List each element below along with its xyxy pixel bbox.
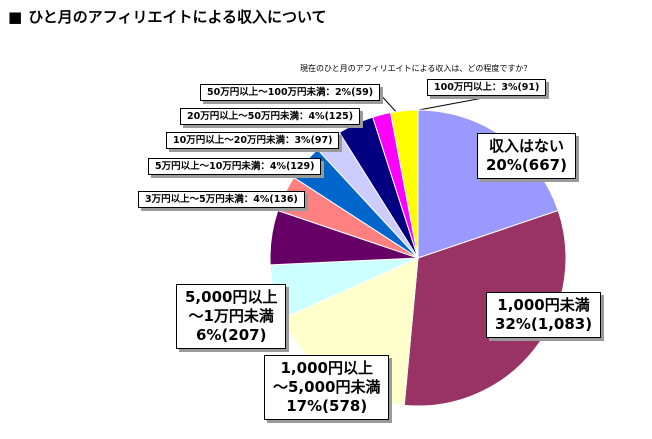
slice-label-10-20man: 10万円以上～20万円未満：3%(97) — [166, 132, 340, 149]
pie-slice-10 — [389, 109, 419, 259]
slice-label-under-1000-name: 1,000円未満 — [497, 296, 590, 314]
slice-label-5000-10000-value: 6%(207) — [195, 326, 267, 344]
leader-line-50-100man — [377, 91, 399, 115]
slice-label-1000-5000-line2: ～5,000円未満 — [273, 378, 381, 396]
slice-label-5000-10000-line1: 5,000円以上 — [185, 288, 278, 306]
page-header: ■ ひと月のアフィリエイトによる収入について — [8, 6, 327, 27]
slice-label-none-value: 20%(667) — [486, 156, 567, 174]
pie-slice-1 — [403, 209, 567, 407]
chart-title: 現在のひと月のアフィリエイトによる収入は、どの程度ですか？ — [300, 64, 532, 73]
slice-label-20-50man: 20万円以上～50万円未満：4%(125) — [180, 108, 361, 125]
slice-label-5-10man: 5万円以上～10万円未満：4%(129) — [148, 158, 322, 175]
header-bullet: ■ — [8, 8, 23, 26]
slice-label-1000-5000-line1: 1,000円以上 — [280, 359, 373, 377]
page-title: ひと月のアフィリエイトによる収入について — [28, 8, 327, 26]
slice-label-5000-10000: 5,000円以上 ～1万円未満 6%(207) — [176, 284, 287, 349]
slice-label-5000-10000-line2: ～1万円未満 — [188, 307, 274, 325]
slice-label-50-100man: 50万円以上～100万円未満：2%(59) — [200, 84, 381, 101]
slice-label-1000-5000-value: 17%(578) — [286, 397, 368, 415]
slice-label-under-1000: 1,000円未満 32%(1,083) — [486, 292, 602, 338]
slice-label-none: 収入はない 20%(667) — [477, 133, 576, 179]
slice-label-1000-5000: 1,000円以上 ～5,000円未満 17%(578) — [264, 355, 390, 420]
slice-label-none-name: 収入はない — [488, 137, 564, 155]
slice-label-3-5man: 3万円以上～5万円未満：4%(136) — [138, 191, 305, 208]
slice-label-under-1000-value: 32%(1,083) — [495, 315, 593, 333]
slice-label-100man: 100万円以上：3%(91) — [427, 79, 547, 96]
